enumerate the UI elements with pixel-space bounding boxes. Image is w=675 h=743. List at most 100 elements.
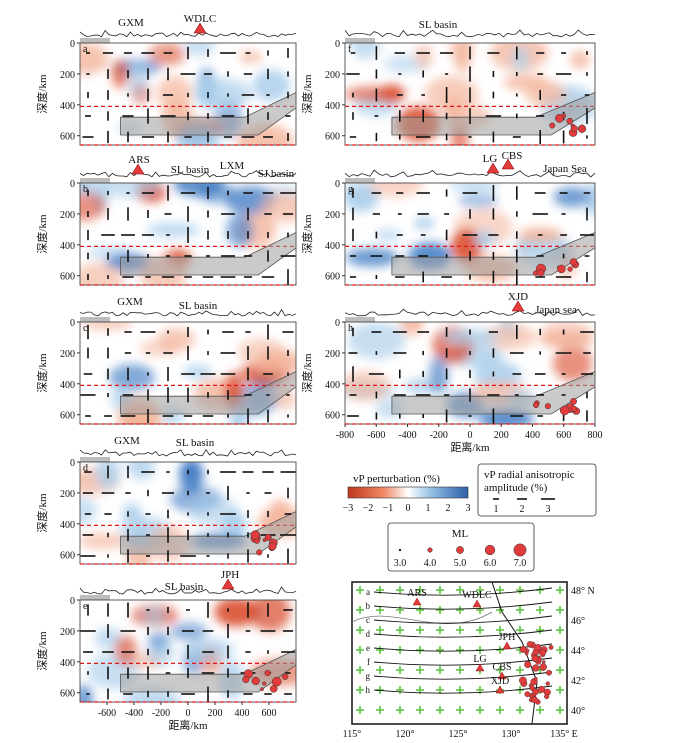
- y-axis-label: 深度/km: [300, 353, 314, 393]
- anomaly: [552, 345, 593, 382]
- grid-cross: [416, 626, 424, 634]
- profile-label: f: [367, 657, 370, 667]
- y-tick-label: 600: [60, 551, 75, 562]
- panel-g: g0 200 400 600 深度/km LG CBS Japan Sea: [300, 150, 596, 286]
- anomaly: [454, 43, 472, 74]
- slab-outline: [391, 231, 596, 276]
- y-tick-label: 400: [325, 101, 340, 112]
- lon-label: 125°: [449, 729, 468, 740]
- y-tick-label: 400: [60, 101, 75, 112]
- x-axis-label: 距离/km: [168, 718, 208, 732]
- map-event: [524, 651, 529, 656]
- location-label: JPH: [221, 569, 239, 581]
- slab-outline: [391, 91, 596, 136]
- x-axis-label: 距离/km: [450, 440, 490, 454]
- profile-line: [373, 629, 553, 638]
- slab-outline: [120, 91, 297, 136]
- topography-line: [79, 448, 297, 457]
- grid-cross: [496, 666, 504, 674]
- station-marker: [221, 578, 235, 590]
- magnitude-value: 6.0: [484, 558, 497, 569]
- colorbar-tick: 3: [466, 503, 471, 514]
- y-tick-label: 0: [335, 179, 340, 190]
- earthquake: [570, 405, 578, 413]
- anomaly: [468, 195, 486, 208]
- slab-outline: [120, 231, 297, 276]
- grid-cross: [396, 706, 404, 714]
- anomaly: [148, 43, 186, 66]
- map-event: [524, 660, 532, 669]
- station-marker: [511, 300, 525, 312]
- earthquake: [557, 264, 566, 274]
- anomaly: [80, 532, 129, 549]
- grid-cross: [436, 666, 444, 674]
- grid-cross: [536, 606, 544, 614]
- panel-c: c0 200 400 600 深度/km GXM SL basin: [35, 296, 297, 425]
- earthquake: [569, 258, 578, 266]
- map-event: [539, 663, 547, 671]
- grid-cross: [456, 606, 464, 614]
- location-label: SL basin: [165, 581, 204, 593]
- map-station: [475, 663, 485, 672]
- map-event: [524, 691, 531, 698]
- grid-cross: [396, 606, 404, 614]
- grid-cross: [476, 586, 484, 594]
- map-station: [502, 641, 512, 650]
- anomaly: [252, 69, 291, 102]
- topography-line: [79, 29, 297, 38]
- grid-cross: [416, 646, 424, 654]
- grid-cross: [436, 706, 444, 714]
- map-station-label: ARS: [407, 588, 426, 599]
- location-label: CBS: [502, 150, 523, 162]
- legend-tick: 3: [546, 504, 551, 515]
- y-tick-label: 600: [325, 132, 340, 143]
- lat-label: 44°: [571, 646, 585, 657]
- location-label: LXM: [220, 160, 245, 172]
- map-station-label: WDLC: [462, 590, 492, 601]
- grid-cross: [376, 606, 384, 614]
- grid-cross: [556, 606, 564, 614]
- lat-label: 42°: [571, 676, 585, 687]
- earthquake: [268, 542, 277, 551]
- x-tick-label: 0: [186, 708, 191, 719]
- anomaly: [80, 191, 106, 221]
- grid-cross: [436, 646, 444, 654]
- location-label: SL basin: [171, 164, 210, 176]
- location-label: Japan Sea: [543, 163, 587, 175]
- location-label: GXM: [118, 17, 144, 29]
- grid-cross: [556, 626, 564, 634]
- anomaly: [81, 322, 133, 330]
- map-event: [519, 676, 527, 685]
- y-tick-label: 0: [70, 458, 75, 469]
- grid-cross: [476, 626, 484, 634]
- slab-outline: [391, 370, 596, 415]
- y-tick-label: 200: [60, 489, 75, 500]
- topography-line: [344, 308, 596, 317]
- panel-b: b0 200 400 600 深度/km ARS SL basin LXM SJ basin: [35, 154, 297, 286]
- topography-fill: [345, 38, 375, 43]
- panel-d: d0 200 400 600 深度/km GXM SL basin: [35, 435, 297, 565]
- magnitude-value: 3.0: [394, 558, 407, 569]
- station-marker: [131, 163, 145, 175]
- grid-cross: [436, 626, 444, 634]
- y-axis-label: 深度/km: [35, 214, 49, 254]
- colorbar-tick: 1: [426, 503, 431, 514]
- panel-h: h0 200 400 600 深度/km XJD Japan sea: [300, 291, 596, 425]
- anomaly: [179, 462, 204, 493]
- grid-cross: [516, 606, 524, 614]
- location-label: XJD: [508, 291, 528, 303]
- grid-cross: [516, 626, 524, 634]
- panel-a: a0 200 400 600 深度/km GXM WDLC: [35, 13, 297, 146]
- profile-label: h: [366, 685, 371, 695]
- anomaly: [539, 331, 595, 348]
- grid-cross: [496, 646, 504, 654]
- magnitude-symbol: [513, 543, 527, 557]
- topography-fill: [80, 457, 110, 462]
- y-tick-label: 600: [60, 272, 75, 283]
- magnitude-value: 4.0: [424, 558, 437, 569]
- grid-cross: [396, 666, 404, 674]
- anomaly: [429, 355, 449, 395]
- topography-line: [79, 308, 297, 317]
- y-axis-label: 深度/km: [35, 493, 49, 533]
- earthquake: [559, 405, 570, 416]
